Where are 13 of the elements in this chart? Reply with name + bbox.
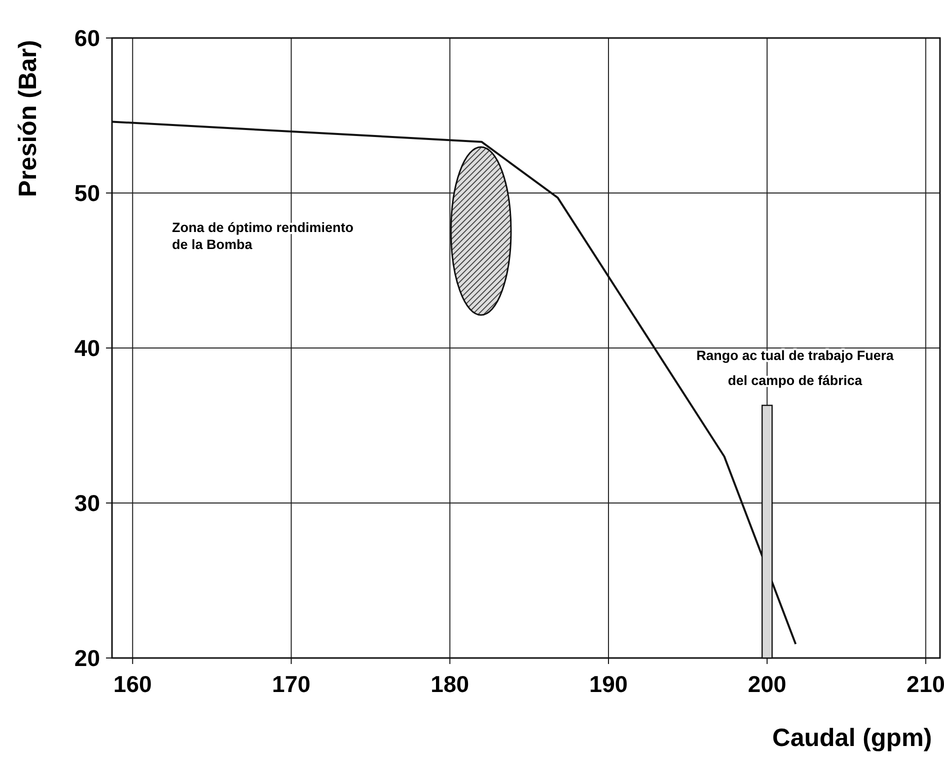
y-axis-title: Presión (Bar) xyxy=(14,40,42,197)
y-tick-label: 50 xyxy=(74,180,100,206)
x-axis-title: Caudal (gpm) xyxy=(772,724,932,752)
y-tick-label: 30 xyxy=(74,490,100,516)
y-tick-label: 20 xyxy=(74,645,100,671)
x-tick-label: 180 xyxy=(430,671,470,697)
x-tick-label: 160 xyxy=(113,671,152,697)
x-tick-label: 210 xyxy=(906,671,944,697)
y-tick-label: 40 xyxy=(74,335,100,361)
y-tick-label: 60 xyxy=(74,25,100,51)
x-tick-label: 170 xyxy=(272,671,310,697)
x-tick-label: 190 xyxy=(589,671,628,697)
x-tick-label: 200 xyxy=(748,671,786,697)
